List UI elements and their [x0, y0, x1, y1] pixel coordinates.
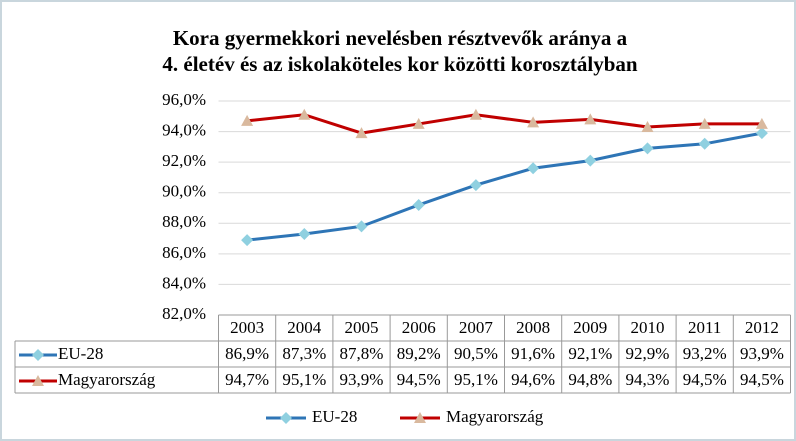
y-tick-label: 82,0% [162, 304, 206, 323]
table-value: 92,1% [568, 344, 612, 363]
table-value: 94,5% [740, 370, 784, 389]
data-point [584, 113, 597, 125]
y-tick-label: 96,0% [162, 90, 206, 109]
table-value: 91,6% [511, 344, 555, 363]
data-point [241, 234, 254, 247]
legend-label: Magyarország [446, 407, 544, 426]
y-tick-label: 92,0% [162, 151, 206, 170]
table-value: 94,6% [511, 370, 555, 389]
y-tick-label: 88,0% [162, 212, 206, 231]
legend-marker [32, 375, 44, 386]
y-tick-label: 84,0% [162, 273, 206, 292]
table-value: 93,2% [683, 344, 727, 363]
x-tick-label: 2008 [516, 318, 550, 337]
table-value: 92,9% [626, 344, 670, 363]
data-point [698, 137, 711, 150]
x-tick-label: 2004 [287, 318, 322, 337]
table-value: 94,5% [683, 370, 727, 389]
y-tick-label: 94,0% [162, 120, 206, 139]
data-point [527, 162, 540, 175]
y-tick-label: 90,0% [162, 182, 206, 201]
table-value: 95,1% [454, 370, 498, 389]
data-point [355, 220, 368, 233]
data-point [469, 179, 482, 192]
table-value: 94,7% [225, 370, 269, 389]
legend-label: EU-28 [312, 407, 357, 426]
legend-marker [280, 412, 292, 424]
data-point [355, 127, 368, 139]
table-value: 90,5% [454, 344, 498, 363]
table-value: 94,3% [626, 370, 670, 389]
x-tick-label: 2006 [402, 318, 436, 337]
y-tick-label: 86,0% [162, 243, 206, 262]
table-value: 95,1% [282, 370, 326, 389]
data-point [641, 142, 654, 155]
data-point [584, 154, 597, 167]
table-value: 93,9% [740, 344, 784, 363]
table-value: 87,8% [340, 344, 384, 363]
data-point [527, 116, 540, 128]
chart-title: Kora gyermekkori nevelésben résztvevők a… [173, 26, 628, 50]
data-point [641, 120, 654, 132]
table-value: 89,2% [397, 344, 441, 363]
table-value: 87,3% [282, 344, 326, 363]
table-series-name: Magyarország [58, 370, 156, 389]
x-tick-label: 2012 [745, 318, 779, 337]
x-tick-label: 2009 [573, 318, 607, 337]
x-tick-label: 2007 [459, 318, 494, 337]
x-tick-label: 2010 [631, 318, 665, 337]
table-value: 86,9% [225, 344, 269, 363]
data-point [755, 117, 768, 129]
data-point [241, 114, 254, 126]
x-tick-label: 2011 [688, 318, 721, 337]
table-value: 93,9% [340, 370, 384, 389]
legend-marker [414, 412, 426, 423]
x-tick-label: 2005 [345, 318, 379, 337]
data-point [298, 227, 311, 240]
series-line [246, 113, 762, 135]
data-point [755, 127, 768, 140]
table-value: 94,8% [568, 370, 612, 389]
series-line [246, 131, 763, 242]
data-point [469, 108, 482, 120]
legend-marker [32, 349, 44, 361]
data-point [412, 198, 425, 211]
data-point [298, 108, 311, 120]
data-point [412, 117, 425, 129]
chart-title: 4. életév és az iskolaköteles kor között… [162, 52, 638, 76]
data-point [698, 117, 711, 129]
table-value: 94,5% [397, 370, 441, 389]
table-series-name: EU-28 [58, 344, 103, 363]
x-tick-label: 2003 [230, 318, 264, 337]
